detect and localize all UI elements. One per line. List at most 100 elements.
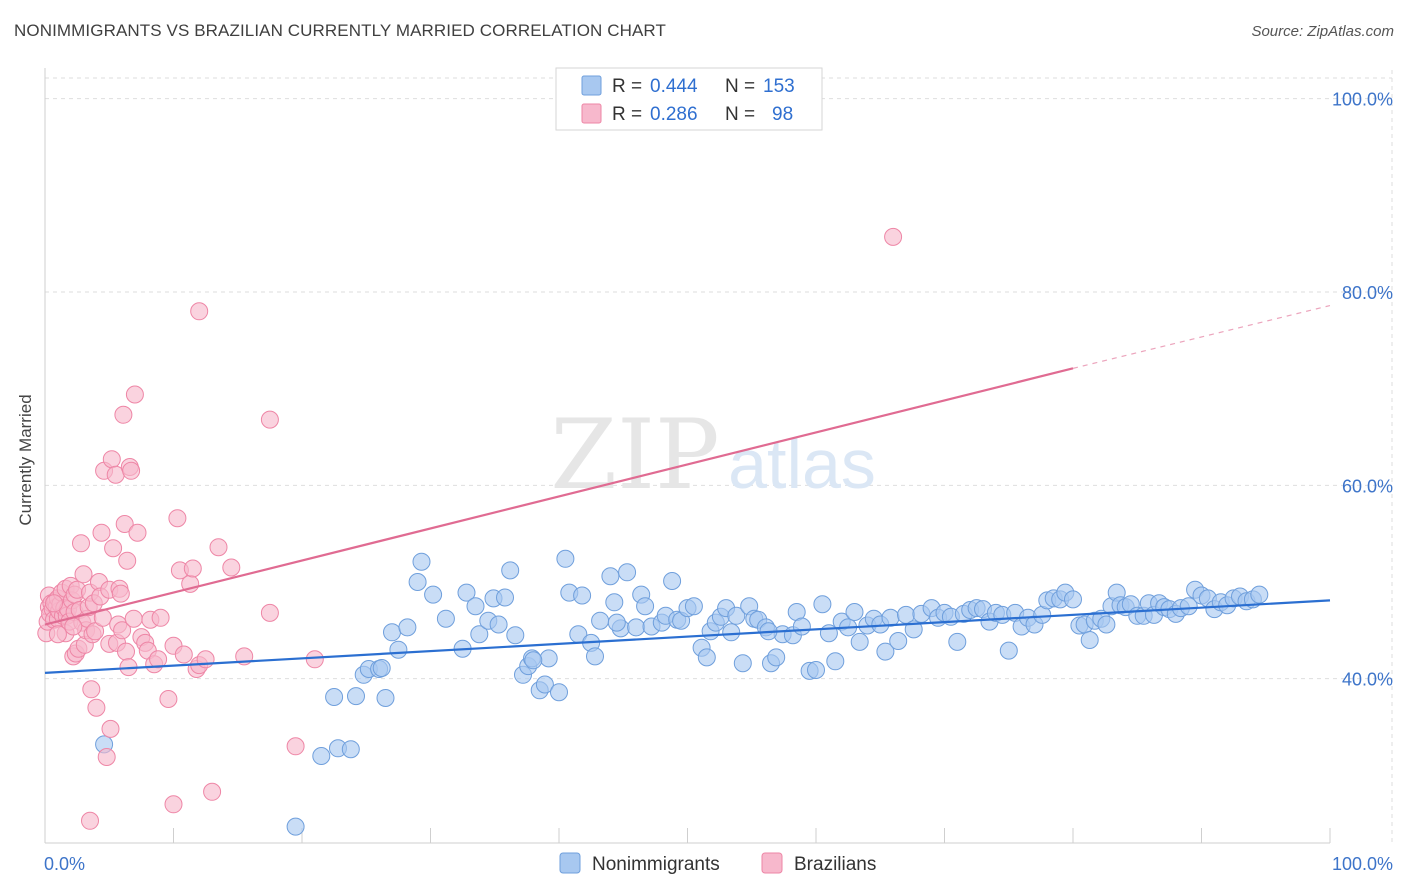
- brazilian-point: [122, 461, 141, 480]
- brazilian-point: [159, 690, 178, 708]
- source-label: Source: ZipAtlas.com: [1251, 23, 1394, 40]
- nonimmigrant-point: [767, 648, 786, 667]
- nonimmigrant-point: [876, 642, 895, 661]
- brazilian-point: [209, 538, 228, 557]
- brazilian-point: [128, 523, 147, 542]
- nonimmigrant-point: [636, 597, 655, 616]
- nonimmigrant-point: [792, 617, 811, 636]
- brazilian-point: [884, 227, 903, 246]
- brazilian-point: [97, 748, 116, 766]
- brazilian-point: [118, 551, 137, 570]
- nonimmigrant-point: [372, 659, 391, 677]
- nonimmigrant-point: [466, 597, 485, 616]
- brazilian-point: [111, 584, 130, 603]
- brazilian-point: [125, 385, 144, 404]
- series-legend: Nonimmigrants Brazilians: [559, 852, 876, 875]
- brazilian-point: [74, 565, 93, 584]
- nonimmigrant-point: [457, 583, 476, 602]
- brazilian-point: [222, 558, 241, 577]
- brazilian-point: [114, 405, 133, 424]
- y-tick-label: 100.0%: [1332, 90, 1393, 110]
- brazilian-point: [183, 559, 202, 578]
- nonimmigrant-point: [1080, 631, 1099, 649]
- nonimmigrant-point: [889, 632, 908, 650]
- nonimmigrant-point: [684, 597, 703, 616]
- brazilians-trend-line-extension: [1072, 304, 1331, 369]
- brazilian-point: [174, 645, 193, 664]
- stats-n-label-2: N =: [725, 104, 755, 125]
- nonimmigrant-point: [586, 647, 604, 666]
- chart-title: NONIMMIGRANTS VS BRAZILIAN CURRENTLY MAR…: [14, 21, 666, 40]
- legend-swatch-brazilians: [761, 852, 783, 874]
- stats-swatch-nonimmigrants: [581, 75, 602, 96]
- trend-lines: [44, 304, 1331, 674]
- x-tick-label-start: 0.0%: [44, 854, 85, 874]
- nonimmigrants-trend-line: [44, 599, 1331, 674]
- y-tick-label: 60.0%: [1342, 476, 1393, 496]
- stats-r-value-1: 0.444: [650, 76, 698, 97]
- nonimmigrant-point: [325, 688, 344, 706]
- nonimmigrant-point: [489, 615, 508, 634]
- nonimmigrant-point: [727, 606, 746, 625]
- brazilian-point: [81, 811, 99, 830]
- brazilian-point: [72, 534, 90, 553]
- nonimmigrant-point: [1250, 585, 1269, 604]
- brazilian-point: [48, 625, 67, 644]
- stats-r-label-2: R =: [612, 104, 642, 125]
- brazilian-point: [113, 621, 132, 640]
- nonimmigrant-point: [1064, 590, 1082, 609]
- nonimmigrant-point: [807, 661, 825, 679]
- brazilian-point: [260, 603, 279, 622]
- stats-n-value-1: 153: [763, 76, 795, 97]
- axes: [44, 68, 1331, 844]
- nonimmigrant-point: [312, 747, 331, 765]
- nonimmigrant-point: [1097, 615, 1116, 634]
- nonimmigrant-point: [496, 588, 514, 607]
- nonimmigrant-point: [697, 648, 716, 667]
- brazilian-point: [151, 608, 170, 627]
- nonimmigrant-point: [539, 649, 558, 668]
- nonimmigrant-point: [845, 603, 864, 621]
- brazilian-point: [92, 523, 111, 542]
- nonimmigrant-point: [591, 611, 610, 630]
- brazilian-point: [102, 450, 121, 469]
- watermark-atlas: atlas: [728, 425, 876, 503]
- nonimmigrant-point: [347, 687, 365, 706]
- brazilian-point: [64, 617, 83, 636]
- brazilians-trend-line: [44, 367, 1074, 626]
- brazilian-point: [101, 719, 120, 738]
- nonimmigrant-point: [286, 817, 305, 836]
- brazilian-point: [86, 622, 105, 641]
- brazilian-point: [104, 539, 123, 558]
- nonimmigrant-point: [550, 683, 568, 702]
- nonimmigrant-point: [501, 561, 520, 580]
- nonimmigrant-point: [605, 593, 624, 612]
- nonimmigrant-point: [618, 563, 637, 582]
- nonimmigrant-point: [470, 625, 489, 644]
- nonimmigrant-point: [436, 609, 455, 628]
- brazilian-point: [164, 795, 183, 814]
- nonimmigrant-point: [627, 618, 646, 637]
- nonimmigrant-point: [524, 651, 543, 670]
- nonimmigrant-point: [412, 552, 431, 571]
- nonimmigrant-point: [733, 654, 752, 673]
- watermark: ZIP atlas: [550, 399, 876, 511]
- stats-legend: R = 0.444 N = 153 R = 0.286 N = 98: [555, 67, 823, 131]
- brazilian-point: [124, 609, 143, 628]
- brazilian-point: [260, 410, 279, 429]
- nonimmigrant-point: [826, 652, 845, 671]
- stats-swatch-brazilians: [581, 103, 602, 124]
- brazilian-point: [115, 515, 134, 533]
- stats-r-label-1: R =: [612, 76, 642, 97]
- nonimmigrant-point: [601, 567, 620, 586]
- nonimmigrant-point: [408, 573, 427, 591]
- nonimmigrant-point: [850, 632, 869, 651]
- gridlines: [45, 70, 1393, 843]
- stats-n-label-1: N =: [725, 76, 755, 97]
- nonimmigrant-point: [398, 618, 417, 637]
- nonimmigrant-point: [383, 623, 401, 642]
- nonimmigrant-point: [573, 586, 592, 605]
- brazilian-point: [117, 642, 135, 661]
- stats-n-value-2: 98: [772, 104, 793, 125]
